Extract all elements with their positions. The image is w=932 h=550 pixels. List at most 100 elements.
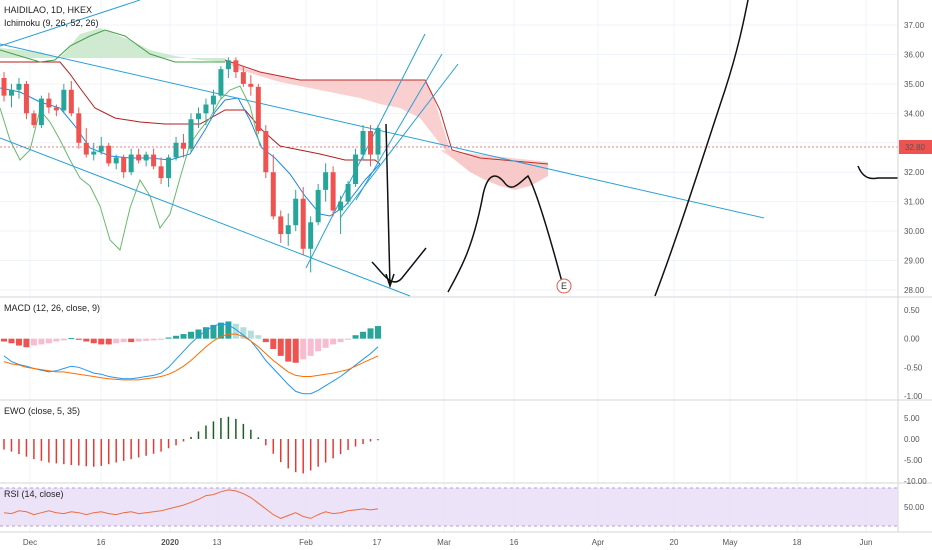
macd-bar-3: [23, 338, 30, 348]
candle-body: [308, 222, 314, 249]
candle-45: [338, 195, 344, 235]
candle-15: [113, 154, 119, 170]
candle-26: [195, 107, 201, 129]
macd-bar-36: [270, 338, 277, 349]
time-tick-10: May: [722, 538, 737, 547]
candle-body: [210, 95, 216, 105]
candle-body: [285, 225, 291, 235]
candle-21: [158, 157, 164, 184]
candle-12: [91, 142, 97, 161]
rsi-pane: [3, 489, 379, 519]
candle-body: [106, 145, 112, 164]
candle-body: [1, 78, 7, 96]
candle-body: [23, 83, 29, 114]
trendline-channel-2: [339, 63, 459, 219]
candle-13: [98, 136, 104, 155]
macd-bar-48: [360, 331, 367, 339]
trendline-upper-descending: [0, 0, 141, 47]
candle-body: [61, 89, 67, 111]
candle-40: [300, 186, 306, 255]
candle-body: [173, 142, 179, 158]
candle-37: [278, 210, 284, 243]
candle-18: [136, 148, 142, 164]
rsi-line: [3, 489, 379, 519]
macd-bar-33: [247, 330, 254, 339]
macd-bar-11: [83, 338, 90, 342]
time-tick-12: Jun: [860, 538, 873, 547]
candle-body: [143, 154, 149, 161]
ewo-title[interactable]: EWO (close, 5, 35): [4, 406, 80, 416]
macd-bar-40: [300, 338, 307, 360]
candle-body: [38, 98, 44, 126]
candle-42: [315, 184, 321, 226]
earnings-marker[interactable]: E: [556, 278, 572, 294]
macd-bar-17: [128, 338, 135, 343]
macd-line: [3, 323, 379, 395]
candle-41: [308, 216, 314, 273]
candle-body: [121, 157, 127, 173]
kumo-bear-2: [440, 150, 548, 186]
candle-9: [68, 80, 74, 117]
macd-bar-23: [173, 335, 180, 339]
candle-50: [375, 125, 381, 161]
candle-23: [173, 136, 179, 161]
macd-bar-19: [143, 338, 150, 341]
macd-bar-6: [45, 338, 52, 344]
candle-30: [225, 57, 231, 78]
candle-31: [233, 57, 239, 78]
macd-bar-25: [188, 331, 194, 339]
macd-bar-20: [150, 338, 157, 341]
macd-bar-14: [105, 338, 112, 345]
macd-bar-26: [195, 329, 202, 339]
symbol-title[interactable]: HAIDILAO, 1D, HKEX: [4, 5, 92, 15]
macd-title[interactable]: MACD (12, 26, close, 9): [4, 303, 100, 313]
candle-0: [1, 72, 7, 102]
macd-bar-4: [30, 338, 37, 346]
trendline-channel-3: [355, 53, 443, 201]
rsi-title[interactable]: RSI (14, close): [4, 489, 64, 499]
time-tick-9: 20: [670, 538, 679, 547]
candle-body: [293, 198, 299, 226]
candle-body: [203, 104, 209, 114]
candle-body: [83, 142, 89, 155]
candle-body: [368, 131, 374, 155]
ichimoku-title[interactable]: Ichimoku (9, 26, 52, 26): [4, 18, 99, 28]
price-tick-8: 29.00: [904, 257, 925, 266]
candle-body: [166, 157, 172, 179]
macd-bar-34: [255, 335, 262, 339]
macd-bar-22: [165, 337, 172, 339]
macd-bar-0: [1, 338, 7, 342]
macd-bar-5: [38, 338, 45, 345]
time-tick-6: Mar: [437, 538, 451, 547]
macd-bar-31: [232, 323, 239, 339]
candle-43: [323, 163, 329, 202]
candle-body: [233, 60, 239, 73]
macd-bar-32: [240, 327, 247, 339]
drawings: [371, 0, 898, 297]
candle-body: [31, 113, 37, 126]
candle-body: [360, 131, 366, 155]
price-tick-7: 30.00: [904, 227, 925, 236]
candle-body: [255, 86, 261, 131]
candle-body: [53, 107, 59, 111]
candle-body: [195, 113, 201, 120]
macd-bar-42: [315, 338, 322, 352]
candle-19: [143, 151, 149, 167]
macd-bar-46: [345, 338, 352, 340]
price-tick-0: 37.00: [904, 21, 925, 30]
macd-bar-21: [158, 338, 165, 340]
last-price-value: 32.80: [905, 143, 926, 152]
macd-bar-47: [352, 335, 359, 339]
candle-body: [68, 89, 74, 114]
candle-body: [46, 98, 52, 108]
rsi-tick-0: 50.00: [904, 503, 925, 512]
candle-body: [188, 119, 194, 149]
candle-14: [106, 142, 112, 167]
last-price-tag: 32.80: [899, 140, 932, 154]
ewo-tick-3: -10.00: [904, 477, 927, 486]
candle-8: [61, 83, 67, 114]
macd-bar-24: [180, 334, 187, 339]
candle-body: [300, 198, 306, 249]
